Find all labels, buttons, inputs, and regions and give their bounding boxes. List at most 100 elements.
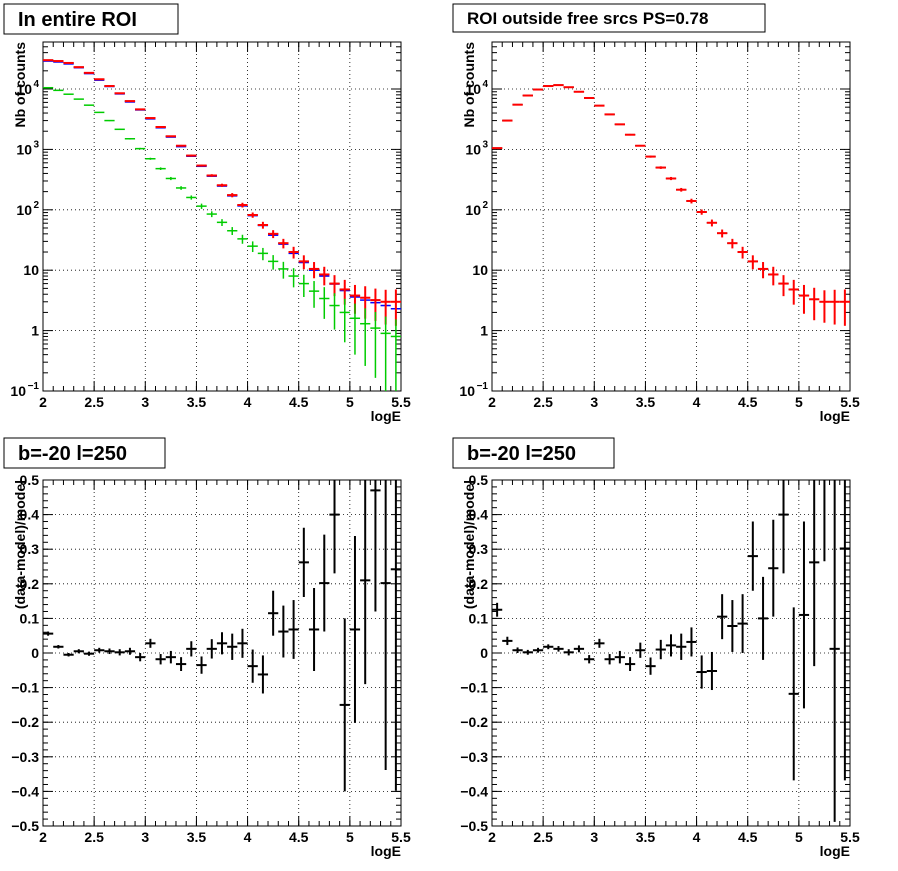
data-point: [594, 104, 605, 107]
x-tick-label: 4: [244, 829, 252, 845]
data-point: [757, 262, 769, 279]
y-tick-label: 10: [16, 141, 32, 157]
data-point: [155, 167, 166, 170]
data-point: [155, 125, 166, 128]
data-point: [512, 103, 523, 106]
data-point: [175, 144, 187, 147]
data-point: [829, 289, 840, 325]
y-tick-label: −0.5: [11, 818, 39, 834]
x-tick-label: 3.5: [636, 394, 656, 410]
plot-frame: [42, 41, 402, 392]
data-point: [308, 281, 320, 308]
data-point: [655, 166, 666, 169]
series-4: [43, 86, 401, 391]
data-point: [370, 480, 381, 612]
data-point: [145, 117, 156, 120]
data-point: [237, 628, 248, 658]
data-point: [165, 176, 176, 181]
x-tick-label: 3: [590, 394, 598, 410]
y-tick-label: 10: [16, 202, 32, 218]
data-point: [532, 88, 544, 91]
data-point: [319, 287, 330, 319]
y-tick-label: −0.4: [11, 783, 39, 799]
data-point: [329, 293, 340, 330]
data-point: [543, 85, 554, 88]
y-tick-label: −0.1: [460, 680, 488, 696]
data-point: [83, 651, 95, 656]
x-tick-label: 2.5: [533, 829, 553, 845]
data-point: [819, 290, 830, 323]
data-point: [727, 600, 738, 652]
y-tick-label: 10: [465, 81, 481, 97]
data-point: [737, 594, 748, 653]
data-point: [676, 187, 687, 192]
data-point: [329, 480, 340, 574]
data-point: [839, 480, 850, 781]
data-point: [798, 284, 810, 314]
data-point: [247, 212, 258, 218]
data-point: [665, 634, 677, 657]
data-point: [624, 657, 636, 671]
chart-title: b=-20 l=250: [467, 443, 576, 465]
data-point: [216, 219, 228, 226]
y-tick-label: 1: [480, 323, 488, 339]
y-tick-label: 0.1: [469, 610, 489, 626]
data-point: [298, 527, 309, 597]
series-1: [43, 480, 401, 792]
data-point: [247, 649, 258, 683]
data-point: [319, 266, 330, 286]
y-tick-label: 10: [465, 202, 481, 218]
x-axis-label: logE: [371, 843, 401, 859]
data-point: [257, 247, 269, 261]
data-point: [73, 649, 84, 654]
data-point: [257, 221, 269, 229]
data-point: [196, 203, 207, 209]
data-point: [63, 93, 74, 95]
data-point: [227, 227, 238, 236]
y-tick-label: 0.2: [469, 576, 489, 592]
y-tick-label: 10: [16, 81, 32, 97]
y-axis-label: (data-model)/model: [12, 480, 28, 609]
data-point: [268, 590, 279, 636]
y-axis-label: Nb of counts: [12, 42, 28, 128]
data-point: [757, 576, 769, 660]
data-point: [114, 92, 125, 95]
y-tick-exponent: 3: [482, 139, 488, 150]
data-point: [216, 183, 228, 187]
data-point: [53, 60, 64, 63]
data-point: [604, 113, 615, 116]
data-point: [839, 289, 850, 326]
series-2: [492, 84, 850, 326]
data-point: [573, 90, 585, 93]
chart-title: b=-20 l=250: [18, 443, 127, 465]
x-tick-label: 5.5: [391, 829, 411, 845]
data-point: [278, 605, 289, 658]
data-point: [676, 633, 687, 660]
data-point: [175, 186, 187, 190]
data-point: [370, 311, 381, 378]
y-tick-exponent: 4: [482, 79, 488, 90]
data-point: [665, 176, 677, 181]
y-tick-label: 0.1: [20, 610, 40, 626]
data-point: [155, 654, 166, 665]
x-tick-label: 4.5: [738, 394, 758, 410]
data-point: [717, 229, 728, 238]
data-point: [532, 647, 544, 653]
data-point: [584, 655, 595, 664]
data-point: [63, 61, 74, 64]
data-point: [543, 644, 554, 650]
data-point: [522, 649, 533, 655]
y-tick-label: 10: [459, 383, 475, 399]
x-axis-label: logE: [820, 408, 850, 424]
title-box: [452, 437, 615, 469]
y-tick-label: 10: [23, 262, 39, 278]
data-point: [696, 655, 707, 689]
data-point: [584, 96, 595, 99]
x-tick-label: 5.5: [840, 394, 860, 410]
data-point: [522, 94, 533, 97]
data-point: [43, 631, 54, 636]
y-tick-label: 0.3: [469, 541, 489, 557]
x-tick-label: 2.5: [84, 829, 104, 845]
data-point: [696, 209, 707, 215]
